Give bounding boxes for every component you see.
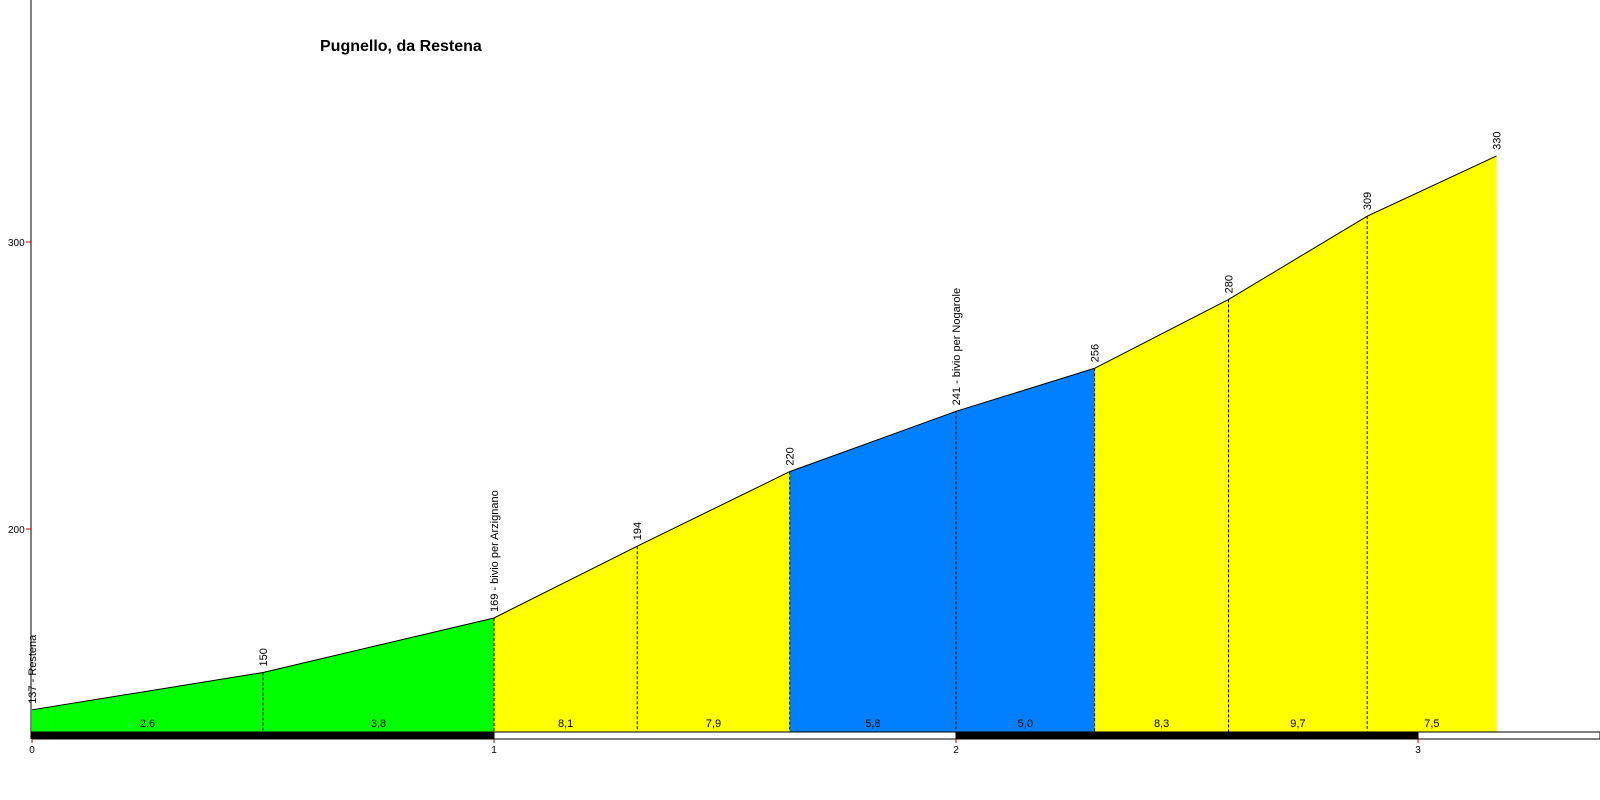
point-elevation-label: 150 [258, 648, 270, 666]
segment-gradient-label: 7,5 [1424, 718, 1439, 730]
x-tick-label: 0 [29, 745, 35, 756]
km-bar-block [955, 731, 1419, 740]
segment-gradient-label: 5,8 [865, 718, 880, 730]
point-elevation-label: 169 - bivio per Arzignano [489, 490, 501, 612]
x-tick-label: 1 [491, 745, 497, 756]
chart-title: Pugnello, da Restena [320, 38, 482, 55]
segment-gradient-label: 8,1 [558, 718, 573, 730]
km-bar-block [1417, 731, 1600, 740]
point-elevation-label: 330 [1492, 132, 1504, 150]
point-elevation-label: 280 [1224, 275, 1236, 293]
point-elevation-label: 256 [1090, 344, 1102, 362]
km-bar-block [493, 731, 957, 740]
point-elevation-label: 220 [785, 447, 797, 465]
y-tick-label: 200 [8, 525, 25, 536]
segment-fill-3 [494, 546, 638, 733]
segment-gradient-label: 5,0 [1018, 718, 1033, 730]
point-elevation-label: 309 [1362, 192, 1374, 210]
segment-fill-9 [1367, 155, 1497, 733]
segment-fill-8 [1228, 216, 1368, 734]
km-bar-block [31, 731, 495, 740]
segment-gradient-label: 2,6 [140, 718, 155, 730]
segment-fill-2 [263, 617, 494, 733]
x-tick-label: 3 [1415, 745, 1421, 756]
segment-gradient-label: 9,7 [1290, 718, 1305, 730]
segment-gradient-label: 3,8 [371, 718, 386, 730]
segment-fill-4 [637, 471, 790, 733]
y-tick-label: 300 [8, 238, 25, 249]
point-elevation-label: 137 - Restena [27, 634, 39, 704]
segment-fill-6 [956, 368, 1095, 733]
segment-gradient-label: 8,3 [1154, 718, 1169, 730]
profile-outline [31, 155, 1497, 711]
x-tick-label: 2 [953, 745, 959, 756]
segment-fill-1 [32, 672, 263, 733]
segment-gradient-label: 7,9 [706, 718, 721, 730]
segment-fill-5 [789, 411, 956, 733]
point-elevation-label: 241 - bivio per Nogarole [951, 288, 963, 405]
point-elevation-label: 194 [632, 522, 644, 540]
segment-fill-7 [1094, 299, 1229, 733]
